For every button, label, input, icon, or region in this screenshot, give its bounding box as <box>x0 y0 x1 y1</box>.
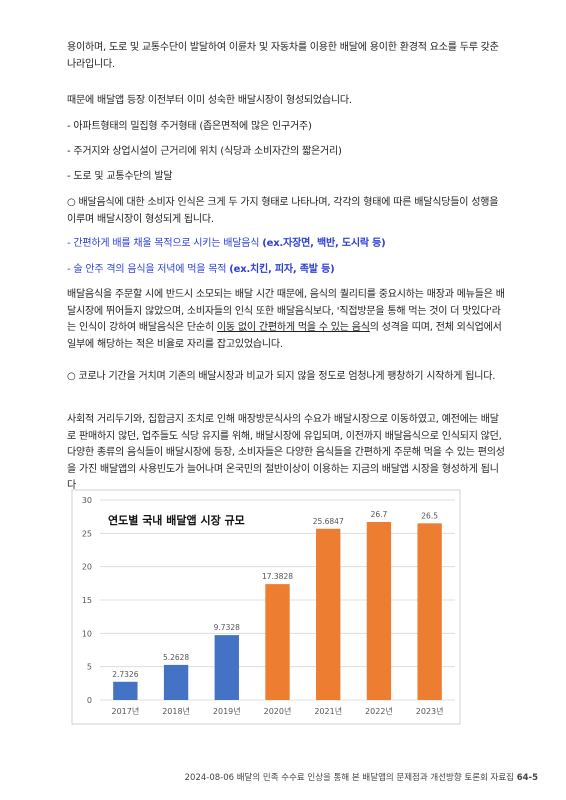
y-tick-label: 25 <box>82 529 92 538</box>
paragraph: - 아파트형태의 밀집형 주거형태 (좁은면적에 많은 인구거주) <box>67 121 312 132</box>
y-tick-label: 30 <box>82 496 92 505</box>
paragraph: 때문에 배달앱 등장 이전부터 이미 성숙한 배달시장이 형성되었습니다. <box>67 95 352 106</box>
bar <box>113 681 138 700</box>
x-tick-label: 2022년 <box>365 706 393 716</box>
x-tick-label: 2018년 <box>162 706 190 716</box>
y-tick-label: 15 <box>82 596 92 605</box>
x-tick-label: 2020년 <box>264 706 292 716</box>
chart: 0 5 10 15 20 25 30 연도별 국내 배달앱 시장 규모 2017년 2.7326 2… <box>71 489 461 725</box>
example: (ex.치킨, 피자, 족발 등) <box>229 264 335 275</box>
text: - 간편하게 배를 채울 목적으로 시키는 배달음식 <box>67 238 263 249</box>
text: - 술 안주 격의 음식을 저녁에 먹을 목적 <box>67 264 230 275</box>
chart-title: 연도별 국내 배달앱 시장 규모 <box>108 513 245 527</box>
y-tick-label: 0 <box>87 696 92 705</box>
paragraph: 사회적 거리두기와, 집합금지 조치로 인해 매장방문식사의 수요가 배달시장으… <box>67 414 505 491</box>
list-item: - 간편하게 배를 채울 목적으로 시키는 배달음식 (ex.자장면, 백반, … <box>67 236 507 253</box>
value-label: 2.7326 <box>112 670 138 679</box>
page-number: 64-5 <box>516 773 538 783</box>
x-tick-label: 2023년 <box>416 706 444 716</box>
text: 의 성격을 띠며, 전체 외식업에서 일부에 해당하는 적은 비율로 자리를 잡… <box>67 322 502 350</box>
footer: 2024-08-06 배달의 민족 수수료 인상을 통해 본 배달앱의 문제점과… <box>185 771 538 783</box>
paragraph: - 도로 및 교통수단의 발달 <box>67 171 173 182</box>
list-item: - 술 안주 격의 음식을 저녁에 먹을 목적 (ex.치킨, 피자, 족발 등… <box>67 262 507 279</box>
value-label: 26.5 <box>421 511 438 520</box>
paragraph: - 주거지와 상업시설이 근거리에 위치 (식당과 소비자간의 짧은거리) <box>67 146 342 157</box>
value-label: 17.3828 <box>262 572 293 581</box>
value-label: 26.7 <box>371 510 388 519</box>
bar <box>214 635 239 700</box>
paragraph: ○ 배달음식에 대한 소비자 인식은 크게 두 가지 형태로 나타나며, 각각의… <box>67 197 499 225</box>
y-tick-label: 20 <box>82 563 92 572</box>
x-tick-label: 2017년 <box>111 706 139 716</box>
value-label: 25.6847 <box>313 517 344 526</box>
bar <box>366 522 392 700</box>
value-label: 5.2628 <box>163 653 189 662</box>
x-tick-label: 2021년 <box>314 706 342 716</box>
underlined-text: 이동 없이 간편하게 먹을 수 있는 음식 <box>216 322 370 333</box>
x-tick-label: 2019년 <box>213 706 241 716</box>
y-tick-label: 5 <box>87 663 92 672</box>
paragraph: 용이하며, 도로 및 교통수단이 발달하여 이륜차 및 자동차를 이용한 배달에… <box>67 42 499 70</box>
example: (ex.자장면, 백반, 도시락 등) <box>262 238 386 249</box>
bar <box>417 523 442 700</box>
bar <box>316 528 341 700</box>
y-tick-label: 10 <box>82 629 92 638</box>
bar <box>163 664 189 700</box>
value-label: 9.7328 <box>214 623 240 632</box>
paragraph: 배달음식을 주문할 시에 반드시 소모되는 배달 시간 때문에, 음식의 퀄리티… <box>67 287 507 353</box>
text: 배달음식을 주문할 시에 반드시 소모되는 배달 시간 때문에, 음식의 퀄리티… <box>67 289 505 333</box>
title-box <box>100 508 290 532</box>
paragraph: ○ 코로나 기간을 거치며 기존의 배달시장과 비교가 되지 않을 정도로 엄청… <box>67 371 496 382</box>
footer-text: 2024-08-06 배달의 민족 수수료 인상을 통해 본 배달앱의 문제점과… <box>184 773 515 783</box>
bar <box>265 584 290 700</box>
